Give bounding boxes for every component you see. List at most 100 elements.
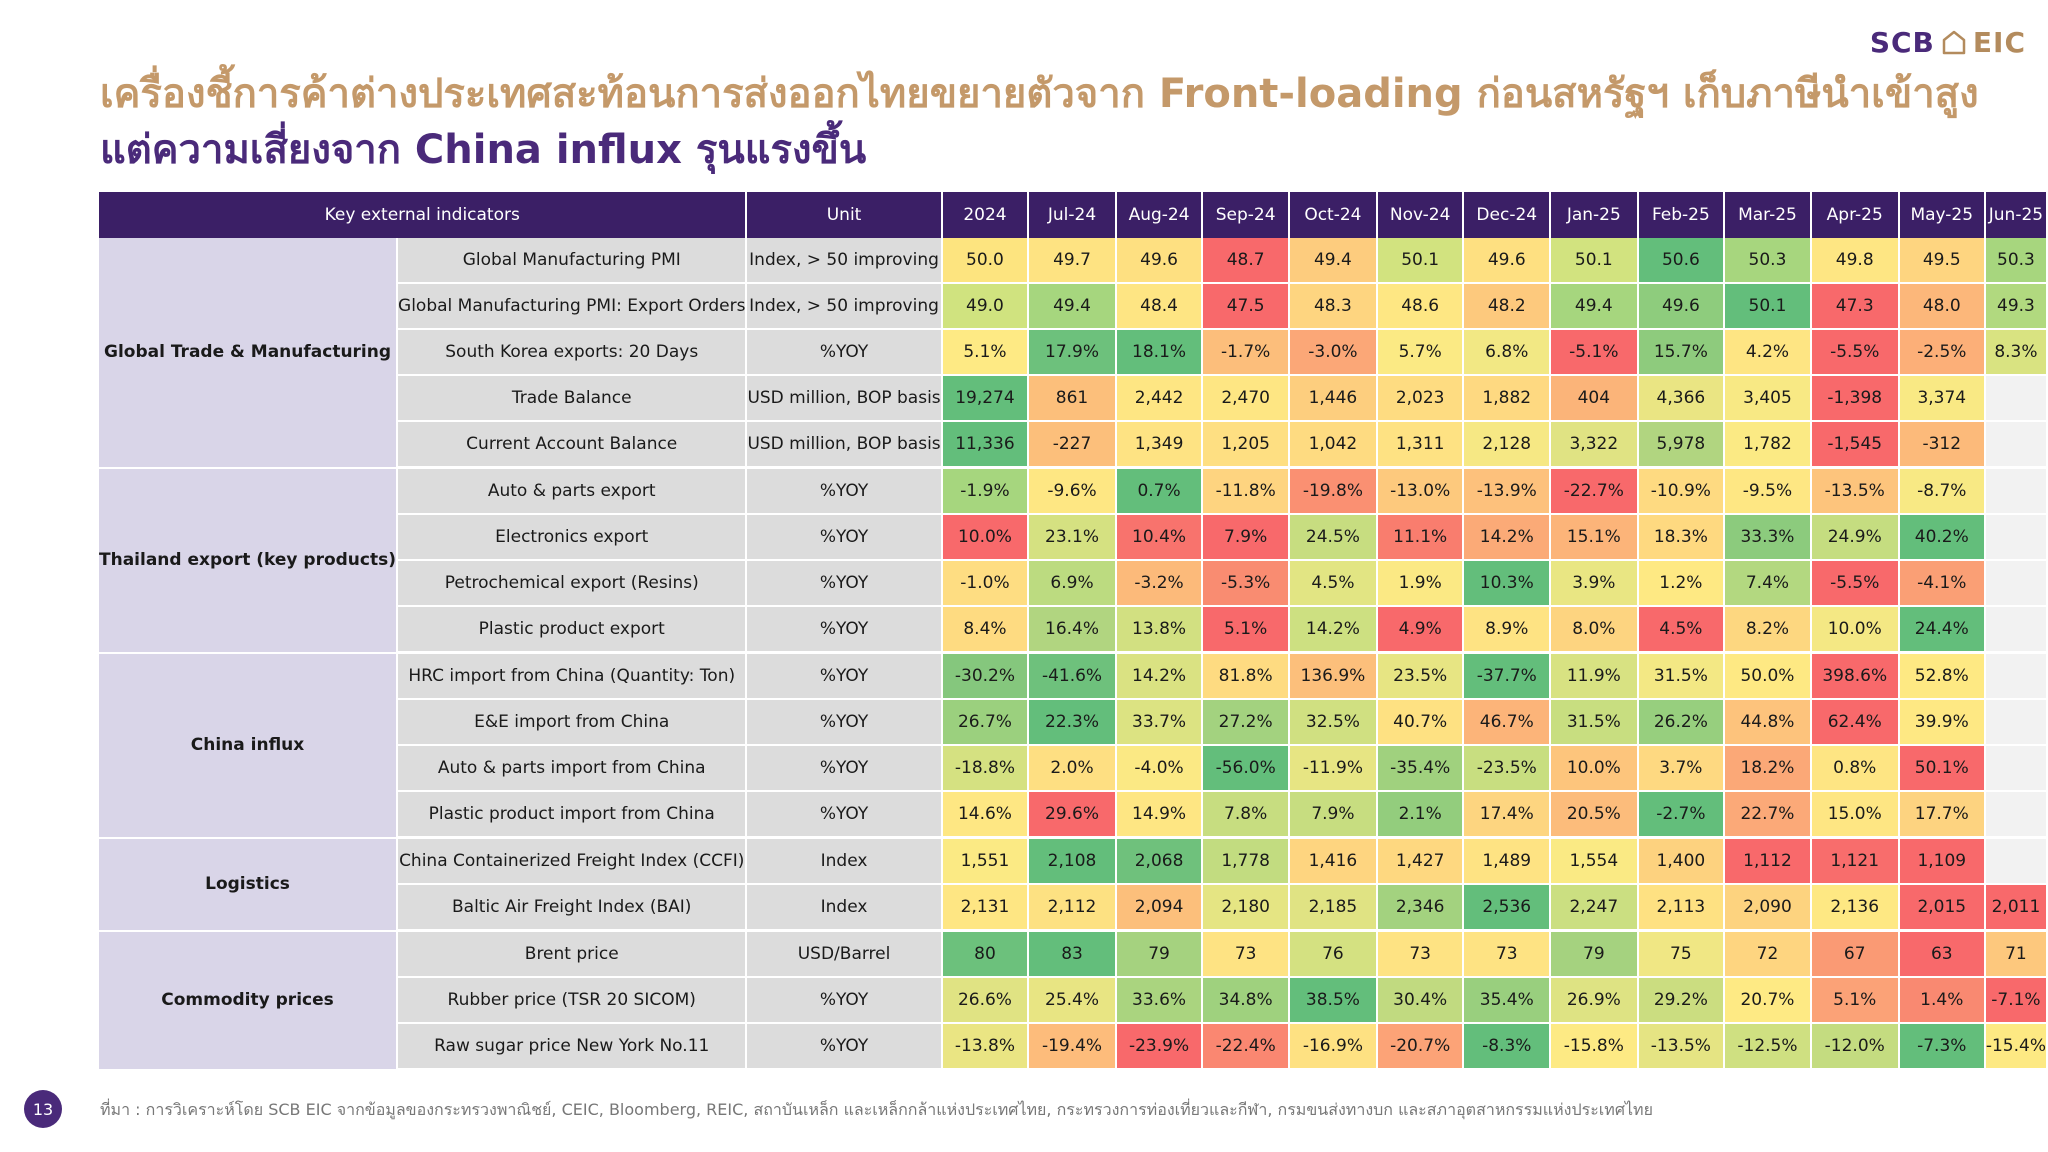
value-cell: 2,536 — [1464, 885, 1552, 932]
table-row: Plastic product import from China %YOY 14.… — [99, 792, 2048, 839]
value-cell: 2,094 — [1116, 885, 1204, 932]
value-cell: 3,405 — [1725, 376, 1812, 422]
unit-cell: %YOY — [747, 700, 943, 746]
unit-cell: Index, > 50 improving — [747, 238, 943, 284]
indicator-name: Auto & parts export — [398, 469, 748, 515]
value-cell: 2,346 — [1377, 885, 1465, 932]
group-label: Logistics — [99, 839, 399, 932]
value-cell: 49.4 — [1289, 238, 1378, 284]
value-cell: 50.3 — [1725, 238, 1812, 284]
value-cell: 49.7 — [1029, 238, 1117, 284]
value-cell: 39.9% — [1899, 700, 1986, 746]
header-period: Dec-24 — [1464, 192, 1552, 238]
value-cell: 71 — [1985, 932, 2048, 978]
source-note: ที่มา : การวิเคราะห์โดย SCB EIC จากข้อมู… — [100, 1100, 1653, 1119]
value-cell: -4.0% — [1116, 746, 1204, 792]
value-cell: 1,882 — [1464, 376, 1552, 422]
value-cell: 48.2 — [1464, 284, 1552, 330]
value-cell: 2,090 — [1725, 885, 1812, 932]
value-cell: -5.5% — [1811, 561, 1900, 607]
value-cell: -1,545 — [1811, 422, 1900, 469]
table-row: Auto & parts import from China %YOY -18.8%… — [99, 746, 2048, 792]
table-header-row: Key external indicators Unit 2024 Jul-24 Aug… — [99, 192, 2048, 238]
value-cell: 1,782 — [1725, 422, 1812, 469]
unit-cell: %YOY — [747, 607, 943, 654]
value-cell: 4,366 — [1638, 376, 1726, 422]
table-row: China influx HRC import from China (Quant… — [99, 654, 2048, 839]
value-cell: 2,442 — [1116, 376, 1204, 422]
value-cell: -23.9% — [1116, 1024, 1204, 1071]
value-cell: 1,551 — [942, 839, 1030, 885]
value-cell: 7.8% — [1203, 792, 1290, 839]
value-cell: -9.5% — [1725, 469, 1812, 515]
value-cell: 15.0% — [1811, 792, 1900, 839]
indicator-name: Trade Balance — [398, 376, 748, 422]
table-body: Global Trade & Manufacturing Global Manuf… — [99, 238, 2048, 1071]
value-cell: 11,336 — [942, 422, 1030, 469]
value-cell: 4.5% — [1638, 607, 1726, 654]
value-cell: -23.5% — [1464, 746, 1552, 792]
value-cell: -227 — [1029, 422, 1117, 469]
scb-eic-logo: SCB EIC — [1870, 22, 2026, 62]
value-cell: 2,136 — [1811, 885, 1900, 932]
title-line-1: เครื่องชี้การค้าต่างประเทศสะท้อนการส่งออ… — [100, 71, 1979, 117]
value-cell: 22.3% — [1029, 700, 1117, 746]
value-cell: 50.6 — [1638, 238, 1726, 284]
value-cell: 22.7% — [1725, 792, 1812, 839]
value-cell: 7.9% — [1289, 792, 1378, 839]
unit-cell: %YOY — [747, 515, 943, 561]
value-cell: 24.4% — [1899, 607, 1986, 654]
value-cell: 1,778 — [1203, 839, 1290, 885]
value-cell: 1.4% — [1899, 978, 1986, 1024]
value-cell: 19,274 — [942, 376, 1030, 422]
value-cell: 2,128 — [1464, 422, 1552, 469]
value-cell: 5.1% — [1203, 607, 1290, 654]
value-cell: 17.7% — [1899, 792, 1986, 839]
value-cell: 2,247 — [1551, 885, 1639, 932]
value-cell: 33.6% — [1116, 978, 1204, 1024]
value-cell: 11.1% — [1377, 515, 1465, 561]
value-cell: -13.5% — [1811, 469, 1900, 515]
value-cell: -1.9% — [942, 469, 1030, 515]
title-line-2: แต่ความเสี่ยงจาก China influx รุนแรงขึ้น — [100, 127, 867, 173]
value-cell: 8.2% — [1725, 607, 1812, 654]
value-cell: 4.5% — [1289, 561, 1378, 607]
value-cell: 20.5% — [1551, 792, 1639, 839]
value-cell: 2,113 — [1638, 885, 1726, 932]
value-cell: 27.2% — [1203, 700, 1290, 746]
value-cell: 2,470 — [1203, 376, 1290, 422]
header-period: Sep-24 — [1203, 192, 1290, 238]
indicator-name: Rubber price (TSR 20 SICOM) — [398, 978, 748, 1024]
value-cell: 50.0 — [942, 238, 1030, 284]
indicator-name: Auto & parts import from China — [398, 746, 748, 792]
value-cell: -4.1% — [1899, 561, 1986, 607]
value-cell: 2,185 — [1289, 885, 1378, 932]
header-indicator: Key external indicators — [99, 192, 748, 238]
value-cell: 50.3 — [1985, 238, 2048, 284]
value-cell: 1,205 — [1203, 422, 1290, 469]
header-period: Apr-25 — [1811, 192, 1900, 238]
value-cell: -22.4% — [1203, 1024, 1290, 1071]
group-label: Global Trade & Manufacturing — [99, 238, 399, 469]
value-cell: 5,978 — [1638, 422, 1726, 469]
empty-cell — [1985, 607, 2048, 654]
header-period: Jul-24 — [1029, 192, 1117, 238]
indicator-name: South Korea exports: 20 Days — [398, 330, 748, 376]
value-cell: -1.7% — [1203, 330, 1290, 376]
value-cell: 1,446 — [1289, 376, 1378, 422]
table-row: Trade Balance USD million, BOP basis 19,27… — [99, 376, 2048, 422]
value-cell: 50.0% — [1725, 654, 1812, 700]
value-cell: 1,121 — [1811, 839, 1900, 885]
unit-cell: %YOY — [747, 561, 943, 607]
value-cell: 5.1% — [942, 330, 1030, 376]
value-cell: 1.2% — [1638, 561, 1726, 607]
value-cell: -8.3% — [1464, 1024, 1552, 1071]
value-cell: 48.3 — [1289, 284, 1378, 330]
value-cell: 5.7% — [1377, 330, 1465, 376]
value-cell: 35.4% — [1464, 978, 1552, 1024]
value-cell: 26.9% — [1551, 978, 1639, 1024]
value-cell: -8.7% — [1899, 469, 1986, 515]
value-cell: -56.0% — [1203, 746, 1290, 792]
value-cell: 48.7 — [1203, 238, 1290, 284]
value-cell: 8.9% — [1464, 607, 1552, 654]
